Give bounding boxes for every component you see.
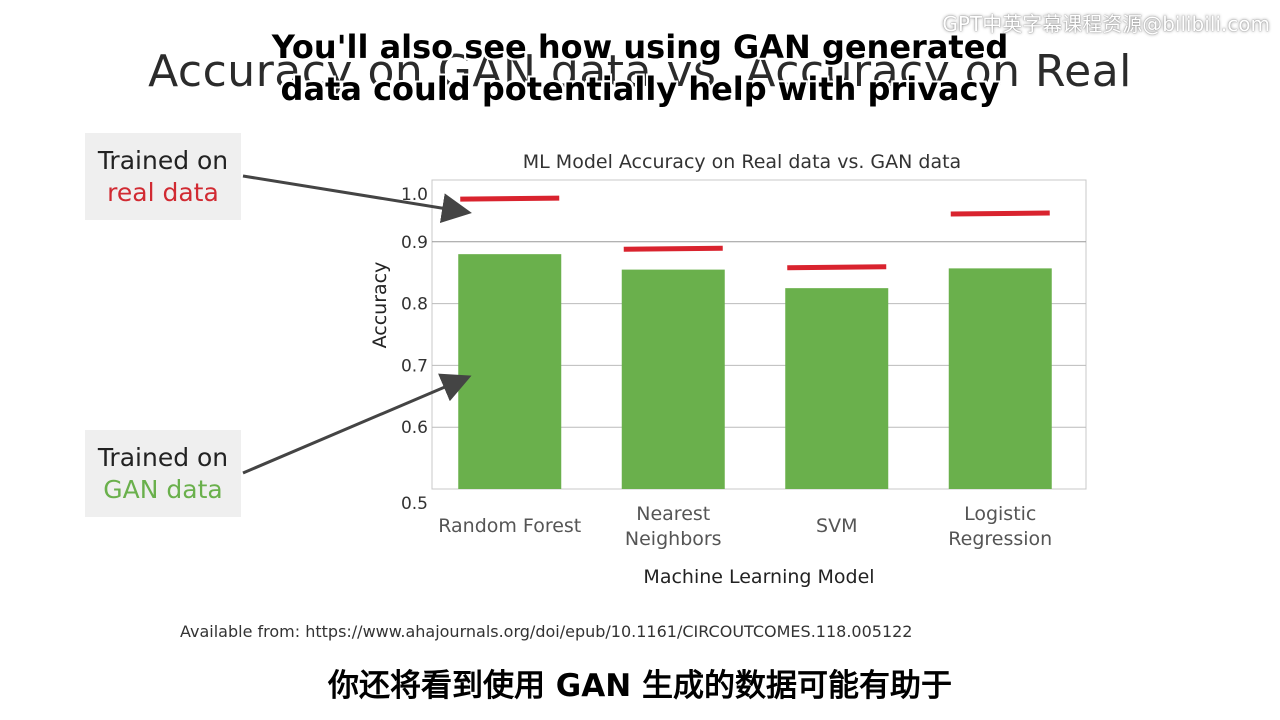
callout-gan-data: Trained on GAN data — [85, 430, 241, 517]
bar-gan-data — [458, 254, 562, 489]
marker-real-data — [787, 264, 887, 271]
plot-frame — [431, 179, 1087, 490]
y-tick-label: 0.8 — [401, 295, 428, 315]
bar-gan-data — [948, 268, 1052, 489]
callout-gan-line1: Trained on — [97, 443, 229, 472]
callout-real-data: Trained on real data — [85, 133, 241, 220]
callout-real-line2: real data — [107, 178, 219, 207]
x-tick-label: SVM — [816, 515, 857, 537]
x-tick-label: Neighbors — [625, 528, 722, 550]
x-tick-label: Regression — [948, 528, 1052, 550]
y-tick-label: 1.0 — [401, 185, 428, 205]
arrow-real-data — [242, 174, 472, 223]
source-citation: Available from: https://www.ahajournals.… — [180, 622, 913, 641]
x-tick-label: Logistic — [964, 503, 1036, 525]
x-tick-label: Random Forest — [438, 515, 581, 537]
caption-en-line1: You'll also see how using GAN generated — [271, 28, 1009, 66]
y-tick-label: 0.6 — [401, 418, 428, 438]
watermark: GPT中英字幕课程资源@bilibili.com — [942, 12, 1270, 36]
x-tick-label: Nearest — [636, 503, 710, 525]
chart-title: ML Model Accuracy on Real data vs. GAN d… — [523, 151, 961, 173]
y-axis-label: Accuracy — [369, 262, 391, 349]
x-axis-label: Machine Learning Model — [643, 566, 874, 588]
callout-real-line1: Trained on — [97, 146, 229, 175]
marker-real-data — [950, 210, 1050, 217]
bar-gan-data — [785, 288, 889, 489]
y-tick-label: 0.7 — [401, 356, 428, 376]
caption-zh: 你还将看到使用 GAN 生成的数据可能有助于 — [328, 668, 952, 704]
y-tick-label: 0.5 — [401, 494, 428, 514]
arrow-gan-data — [242, 373, 472, 475]
slide-title: Accuracy on GAN data vs. Accuracy on Rea… — [148, 46, 1132, 97]
bar-gan-data — [621, 269, 725, 489]
marker-real-data — [623, 245, 723, 252]
marker-real-data — [460, 195, 560, 202]
y-tick-label: 0.9 — [401, 233, 428, 253]
caption-en-line2: data could potentially help with privacy — [280, 70, 1000, 108]
callout-gan-line2: GAN data — [103, 475, 223, 504]
